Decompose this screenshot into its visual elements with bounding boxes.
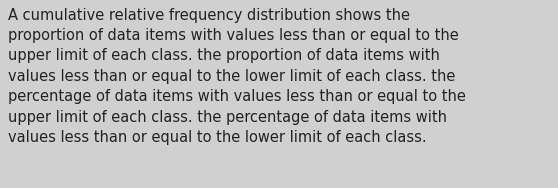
Text: A cumulative relative frequency distribution shows the
proportion of data items : A cumulative relative frequency distribu… <box>8 8 466 145</box>
